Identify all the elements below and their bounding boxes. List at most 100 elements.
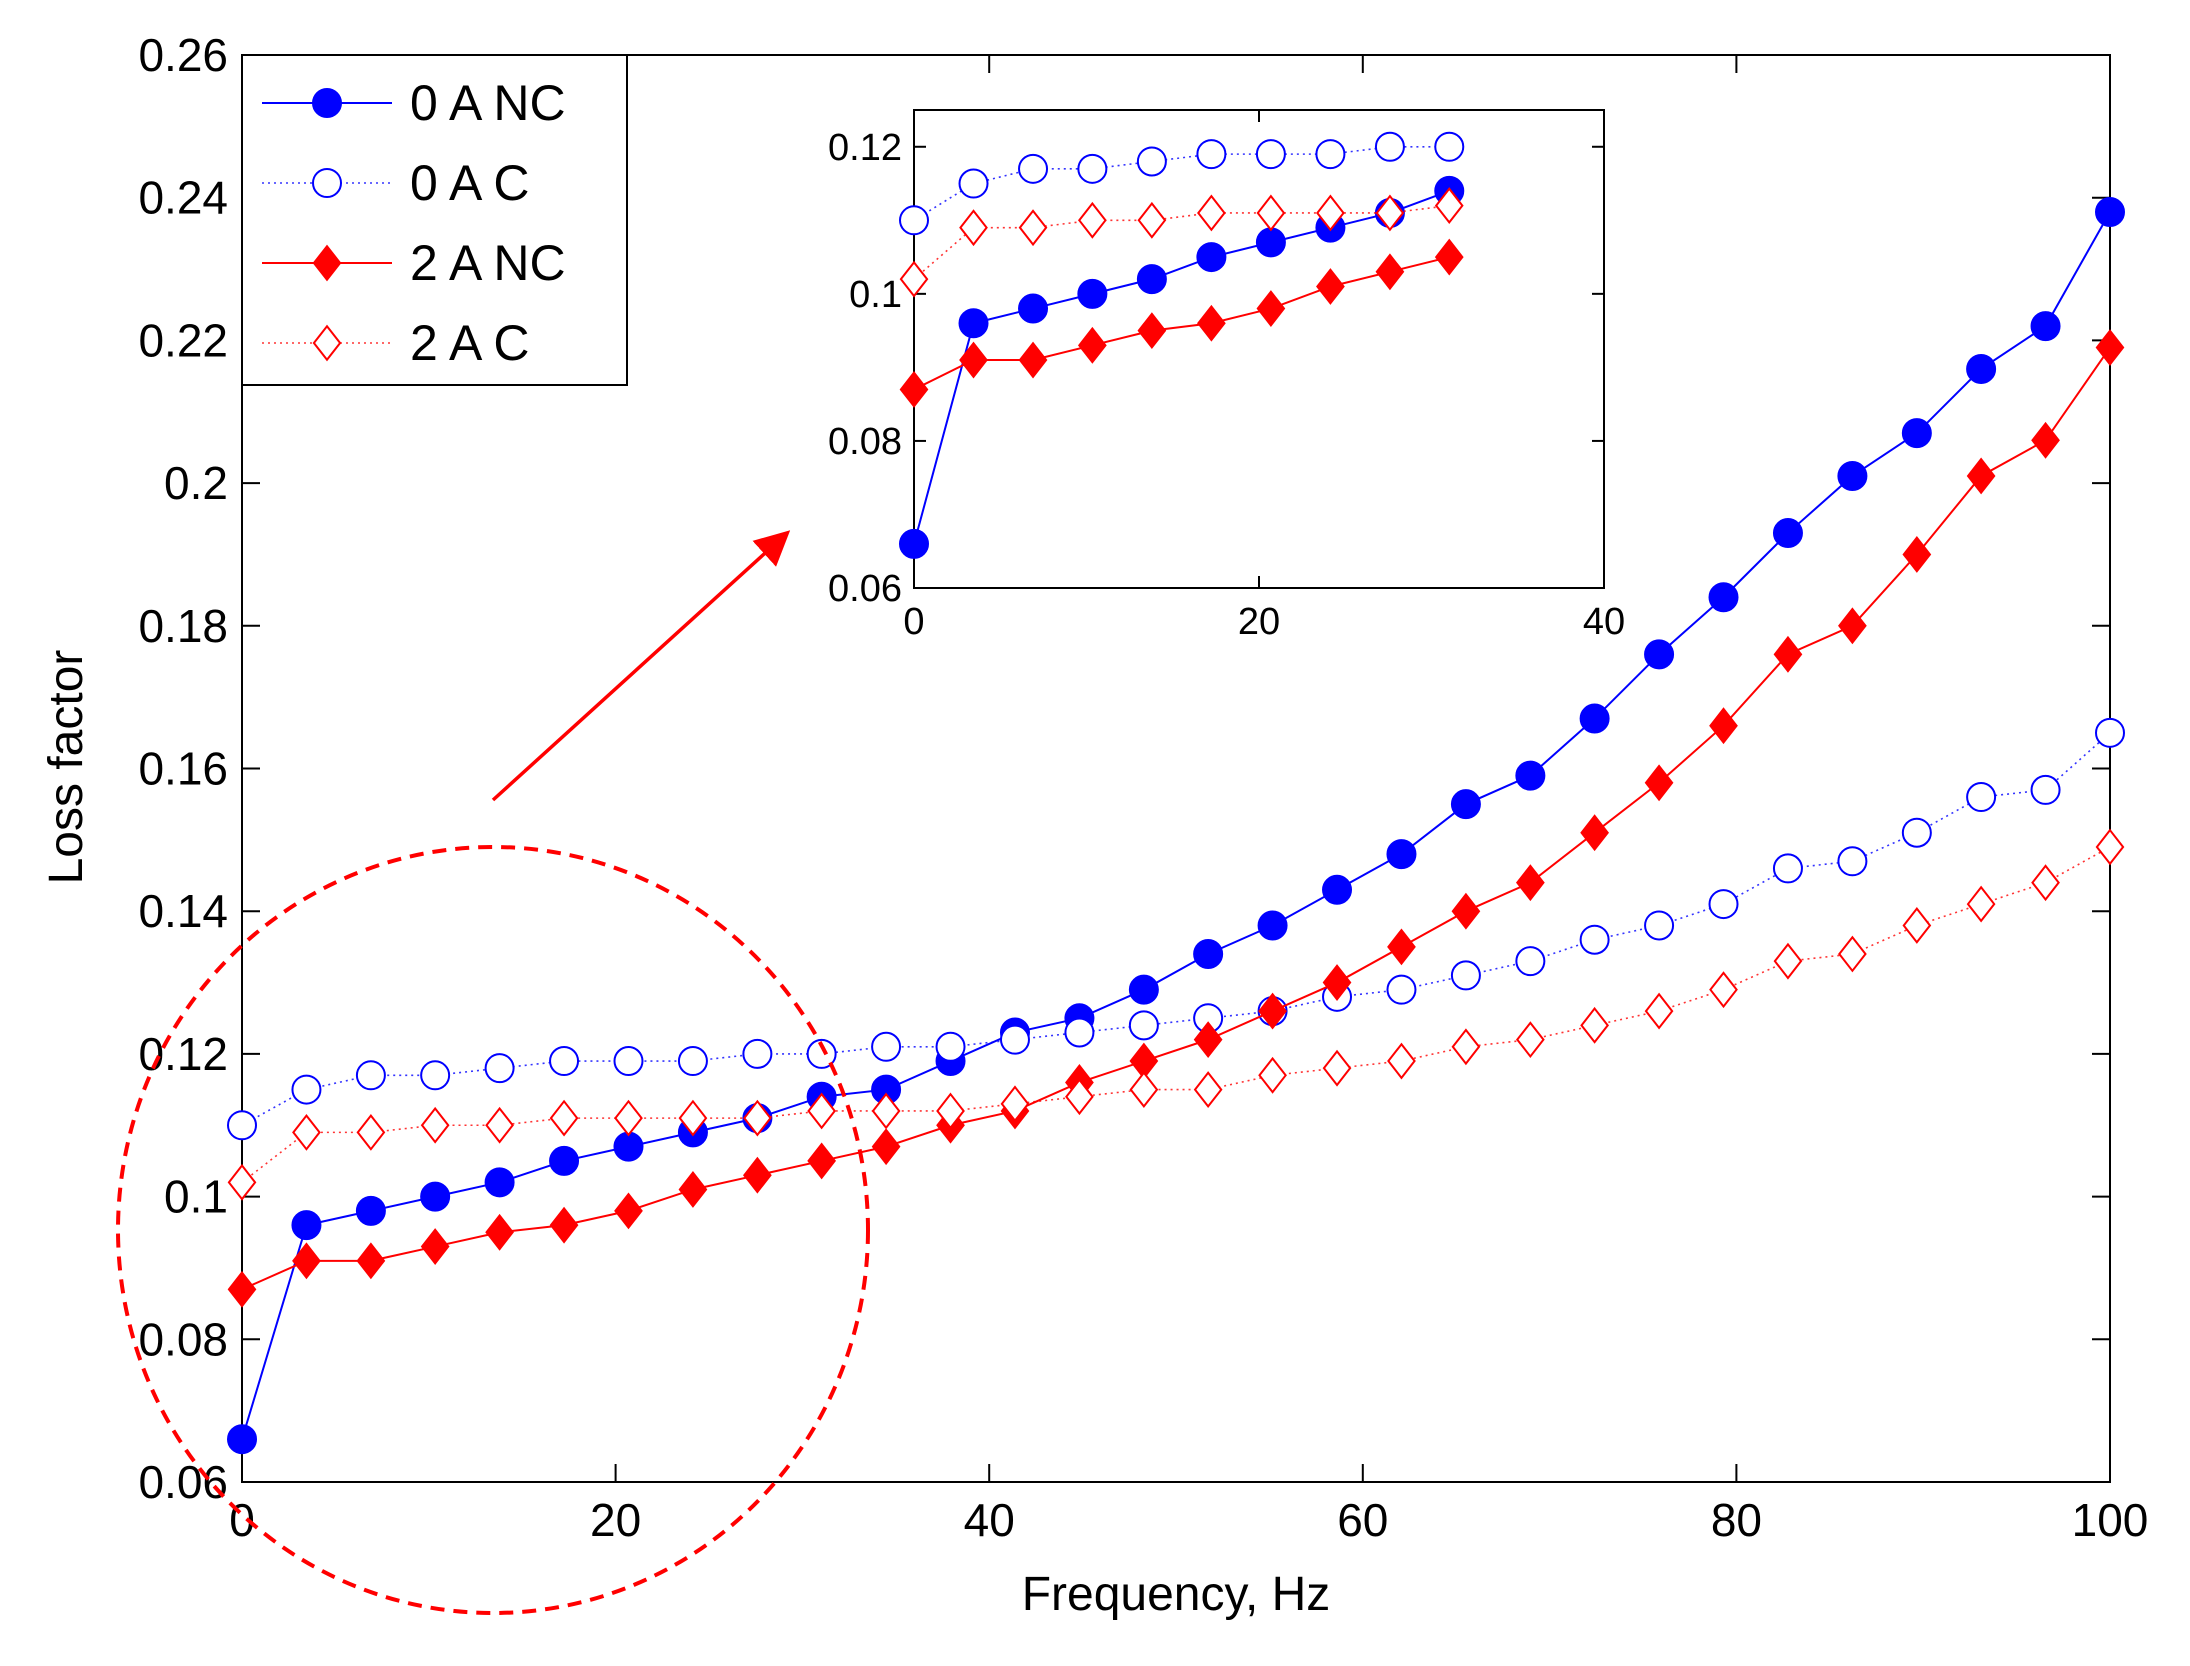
main-point-2-a-nc [420, 1228, 450, 1265]
inset-xtick-label: 40 [1583, 601, 1625, 643]
inset-series [899, 131, 1465, 559]
main-point-0-a-nc [1193, 939, 1224, 970]
main-point-2-a-c [936, 1092, 965, 1130]
main-point-0-a-c [484, 1053, 515, 1084]
main-series [227, 196, 2125, 1455]
main-xtick-label: 60 [1337, 1494, 1388, 1546]
main-point-2-a-c [2031, 864, 2060, 902]
inset-point-0-a-nc [1077, 278, 1108, 309]
inset-point-2-a-c [1375, 194, 1405, 232]
main-point-2-a-nc [871, 1128, 901, 1166]
main-point-0-a-nc [1128, 974, 1159, 1005]
inset-xtick-label: 0 [903, 601, 924, 643]
main-point-0-a-c [1128, 1010, 1159, 1041]
legend-label: 0 A C [410, 155, 530, 211]
main-point-0-a-nc [1708, 582, 1739, 613]
main-point-2-a-nc [1451, 892, 1481, 930]
main-series-2-a-nc [227, 329, 2125, 1308]
inset-point-2-a-c [899, 260, 929, 298]
main-point-0-a-nc [1515, 760, 1546, 791]
inset-point-0-a-c [1077, 153, 1108, 184]
main-ytick-label: 0.12 [138, 1028, 228, 1080]
main-point-0-a-nc [1322, 874, 1353, 905]
main-point-0-a-nc [613, 1131, 644, 1162]
main-point-2-a-c [1580, 1006, 1609, 1044]
inset-point-0-a-nc [1018, 293, 1049, 324]
inset-point-0-a-c [1255, 139, 1286, 170]
main-series-0-a-c [227, 717, 2125, 1141]
legend-label: 2 A C [410, 315, 530, 371]
main-point-2-a-c [871, 1092, 901, 1130]
main-point-0-a-c [871, 1031, 902, 1062]
inset-ytick-label: 0.06 [828, 568, 902, 610]
inset-xtick-label: 20 [1238, 601, 1280, 643]
inset-point-2-a-c [1256, 194, 1286, 232]
main-point-2-a-nc [1838, 607, 1867, 645]
inset-series-0-a-c [899, 131, 1465, 236]
legend-label: 2 A NC [410, 235, 566, 291]
main-point-0-a-nc [1772, 518, 1803, 549]
main-xtick-label: 20 [590, 1494, 641, 1546]
main-x-ticks: 0 20 40 60 80 100 [229, 55, 2148, 1546]
main-point-0-a-c [227, 1110, 257, 1141]
inset-point-2-a-nc [1197, 304, 1226, 342]
inset-point-2-a-c [1077, 201, 1107, 239]
main-point-2-a-nc [807, 1142, 837, 1180]
inset-point-2-a-nc [1316, 268, 1345, 305]
inset-point-2-a-c [959, 209, 988, 247]
inset-point-2-a-c [1137, 201, 1167, 239]
main-ytick-label: 0.16 [138, 743, 228, 795]
main-point-2-a-nc [2031, 421, 2060, 459]
main-point-2-a-c [1644, 992, 1674, 1030]
legend-item-0-a-nc: 0 A NC [262, 75, 566, 131]
legend-marker-2-a-nc [312, 244, 342, 282]
inset-point-0-a-c [1196, 139, 1227, 170]
main-point-0-a-c [677, 1046, 708, 1077]
main-point-2-a-nc [1773, 635, 1803, 673]
main-point-2-a-c [1322, 1049, 1352, 1087]
main-point-0-a-nc [1966, 353, 1997, 384]
inset-point-2-a-nc [1256, 290, 1286, 327]
main-point-2-a-nc [1322, 964, 1352, 1001]
main-point-2-a-c [1387, 1042, 1416, 1080]
main-point-0-a-c [1966, 782, 1997, 813]
inset-series-2-a-c [899, 187, 1464, 298]
main-ytick-label: 0.26 [138, 29, 228, 81]
main-point-2-a-c [2095, 828, 2125, 866]
main-point-0-a-c [355, 1060, 386, 1091]
main-point-2-a-c [807, 1092, 837, 1130]
main-point-2-a-c [1515, 1021, 1545, 1059]
inset-plot-frame [913, 109, 1605, 589]
legend-item-2-a-c: 2 A C [262, 315, 530, 371]
main-point-2-a-c [1193, 1071, 1223, 1109]
inset-plot: 0.06 0.08 0.1 0.12 0 20 40 [828, 109, 1625, 643]
main-point-2-a-c [227, 1163, 257, 1201]
inset-point-2-a-nc [1375, 253, 1405, 291]
main-point-0-a-nc [1644, 639, 1675, 670]
main-point-0-a-c [1901, 817, 1932, 848]
main-point-2-a-c [1451, 1028, 1481, 1066]
inset-point-2-a-c [1197, 194, 1226, 232]
inset-point-2-a-nc [1018, 341, 1048, 379]
main-point-0-a-c [1064, 1017, 1095, 1048]
main-point-2-a-nc [549, 1206, 579, 1244]
main-point-2-a-nc [1580, 814, 1609, 852]
zoom-annotation [116, 530, 870, 1615]
main-point-0-a-c [291, 1074, 322, 1105]
main-ytick-label: 0.06 [138, 1456, 228, 1508]
legend-box [241, 54, 628, 386]
inset-series-line-2-a-nc [913, 256, 1450, 391]
main-point-2-a-nc [1902, 536, 1932, 573]
main-point-2-a-c [1065, 1078, 1094, 1116]
main-point-0-a-nc [1579, 703, 1610, 734]
main-point-0-a-c [1708, 889, 1739, 920]
legend: 0 A NC 0 A C 2 A NC 2 A C [241, 54, 628, 386]
inset-point-2-a-c [1018, 209, 1048, 247]
inset-point-2-a-nc [1077, 326, 1107, 364]
main-point-2-a-nc [1258, 992, 1287, 1030]
legend-label: 0 A NC [410, 75, 566, 131]
main-point-0-a-nc [1450, 789, 1481, 820]
legend-marker-0-a-nc [312, 88, 342, 118]
main-point-2-a-nc [1709, 707, 1738, 745]
